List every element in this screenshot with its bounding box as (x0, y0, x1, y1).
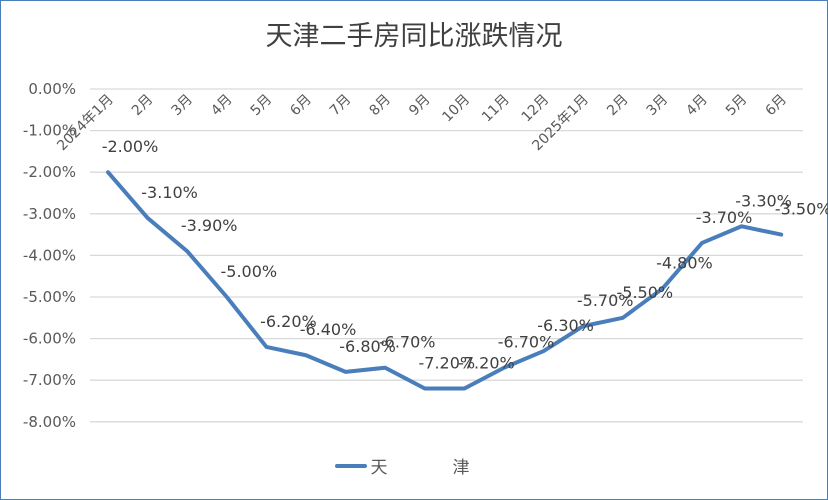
data-label: -6.70% (498, 333, 555, 352)
x-tick-label: 3月 (644, 92, 672, 120)
y-tick-label: -8.00% (23, 413, 76, 431)
x-tick-label: 8月 (367, 92, 395, 120)
data-label: -7.20% (418, 354, 475, 373)
x-tick-label: 7月 (327, 92, 355, 120)
x-tick-label: 9月 (406, 92, 434, 120)
x-tick-label: 6月 (287, 92, 315, 120)
x-tick-label: 5月 (723, 92, 751, 120)
x-tick-label: 4月 (683, 92, 711, 120)
x-tick-label: 10月 (439, 92, 473, 126)
data-label: -3.50% (775, 200, 828, 219)
y-tick-label: -2.00% (23, 163, 76, 181)
x-tick-label: 11月 (479, 92, 513, 126)
data-label: -6.30% (537, 316, 594, 335)
data-label: -7.20% (458, 354, 515, 373)
data-label: -6.40% (300, 320, 357, 339)
x-tick-label: 6月 (763, 92, 791, 120)
y-tick-label: -5.00% (23, 288, 76, 306)
y-tick-label: -3.00% (23, 205, 76, 223)
y-tick-label: -6.00% (23, 330, 76, 348)
data-label: -3.10% (141, 183, 198, 202)
data-label: -6.80% (339, 337, 396, 356)
data-label: -6.70% (379, 333, 436, 352)
data-label: -3.90% (181, 216, 238, 235)
x-tick-label: 3月 (169, 92, 197, 120)
legend-line-icon (334, 463, 367, 468)
data-label: -5.50% (616, 283, 673, 302)
y-tick-label: -1.00% (23, 122, 76, 140)
x-tick-label: 2月 (129, 92, 157, 120)
data-label: -2.00% (102, 137, 159, 156)
y-tick-label: -4.00% (23, 246, 76, 264)
x-tick-label: 12月 (519, 92, 553, 126)
y-tick-label: 0.00% (28, 80, 76, 98)
data-label: -5.70% (577, 291, 634, 310)
data-label: -3.70% (696, 208, 753, 227)
x-tick-label: 5月 (248, 92, 276, 120)
chart-title: 天津二手房同比涨跌情况 (265, 21, 563, 52)
data-label: -4.80% (656, 254, 713, 273)
legend-label: 天 津 (370, 458, 494, 478)
x-tick-label: 4月 (208, 92, 236, 120)
x-tick-label: 2月 (604, 92, 632, 120)
data-label: -3.30% (735, 191, 792, 210)
data-label: -5.00% (220, 262, 277, 281)
y-tick-label: -7.00% (23, 371, 76, 389)
series-line (106, 170, 784, 391)
data-label: -6.20% (260, 312, 317, 331)
legend: 天 津 (0, 453, 828, 478)
